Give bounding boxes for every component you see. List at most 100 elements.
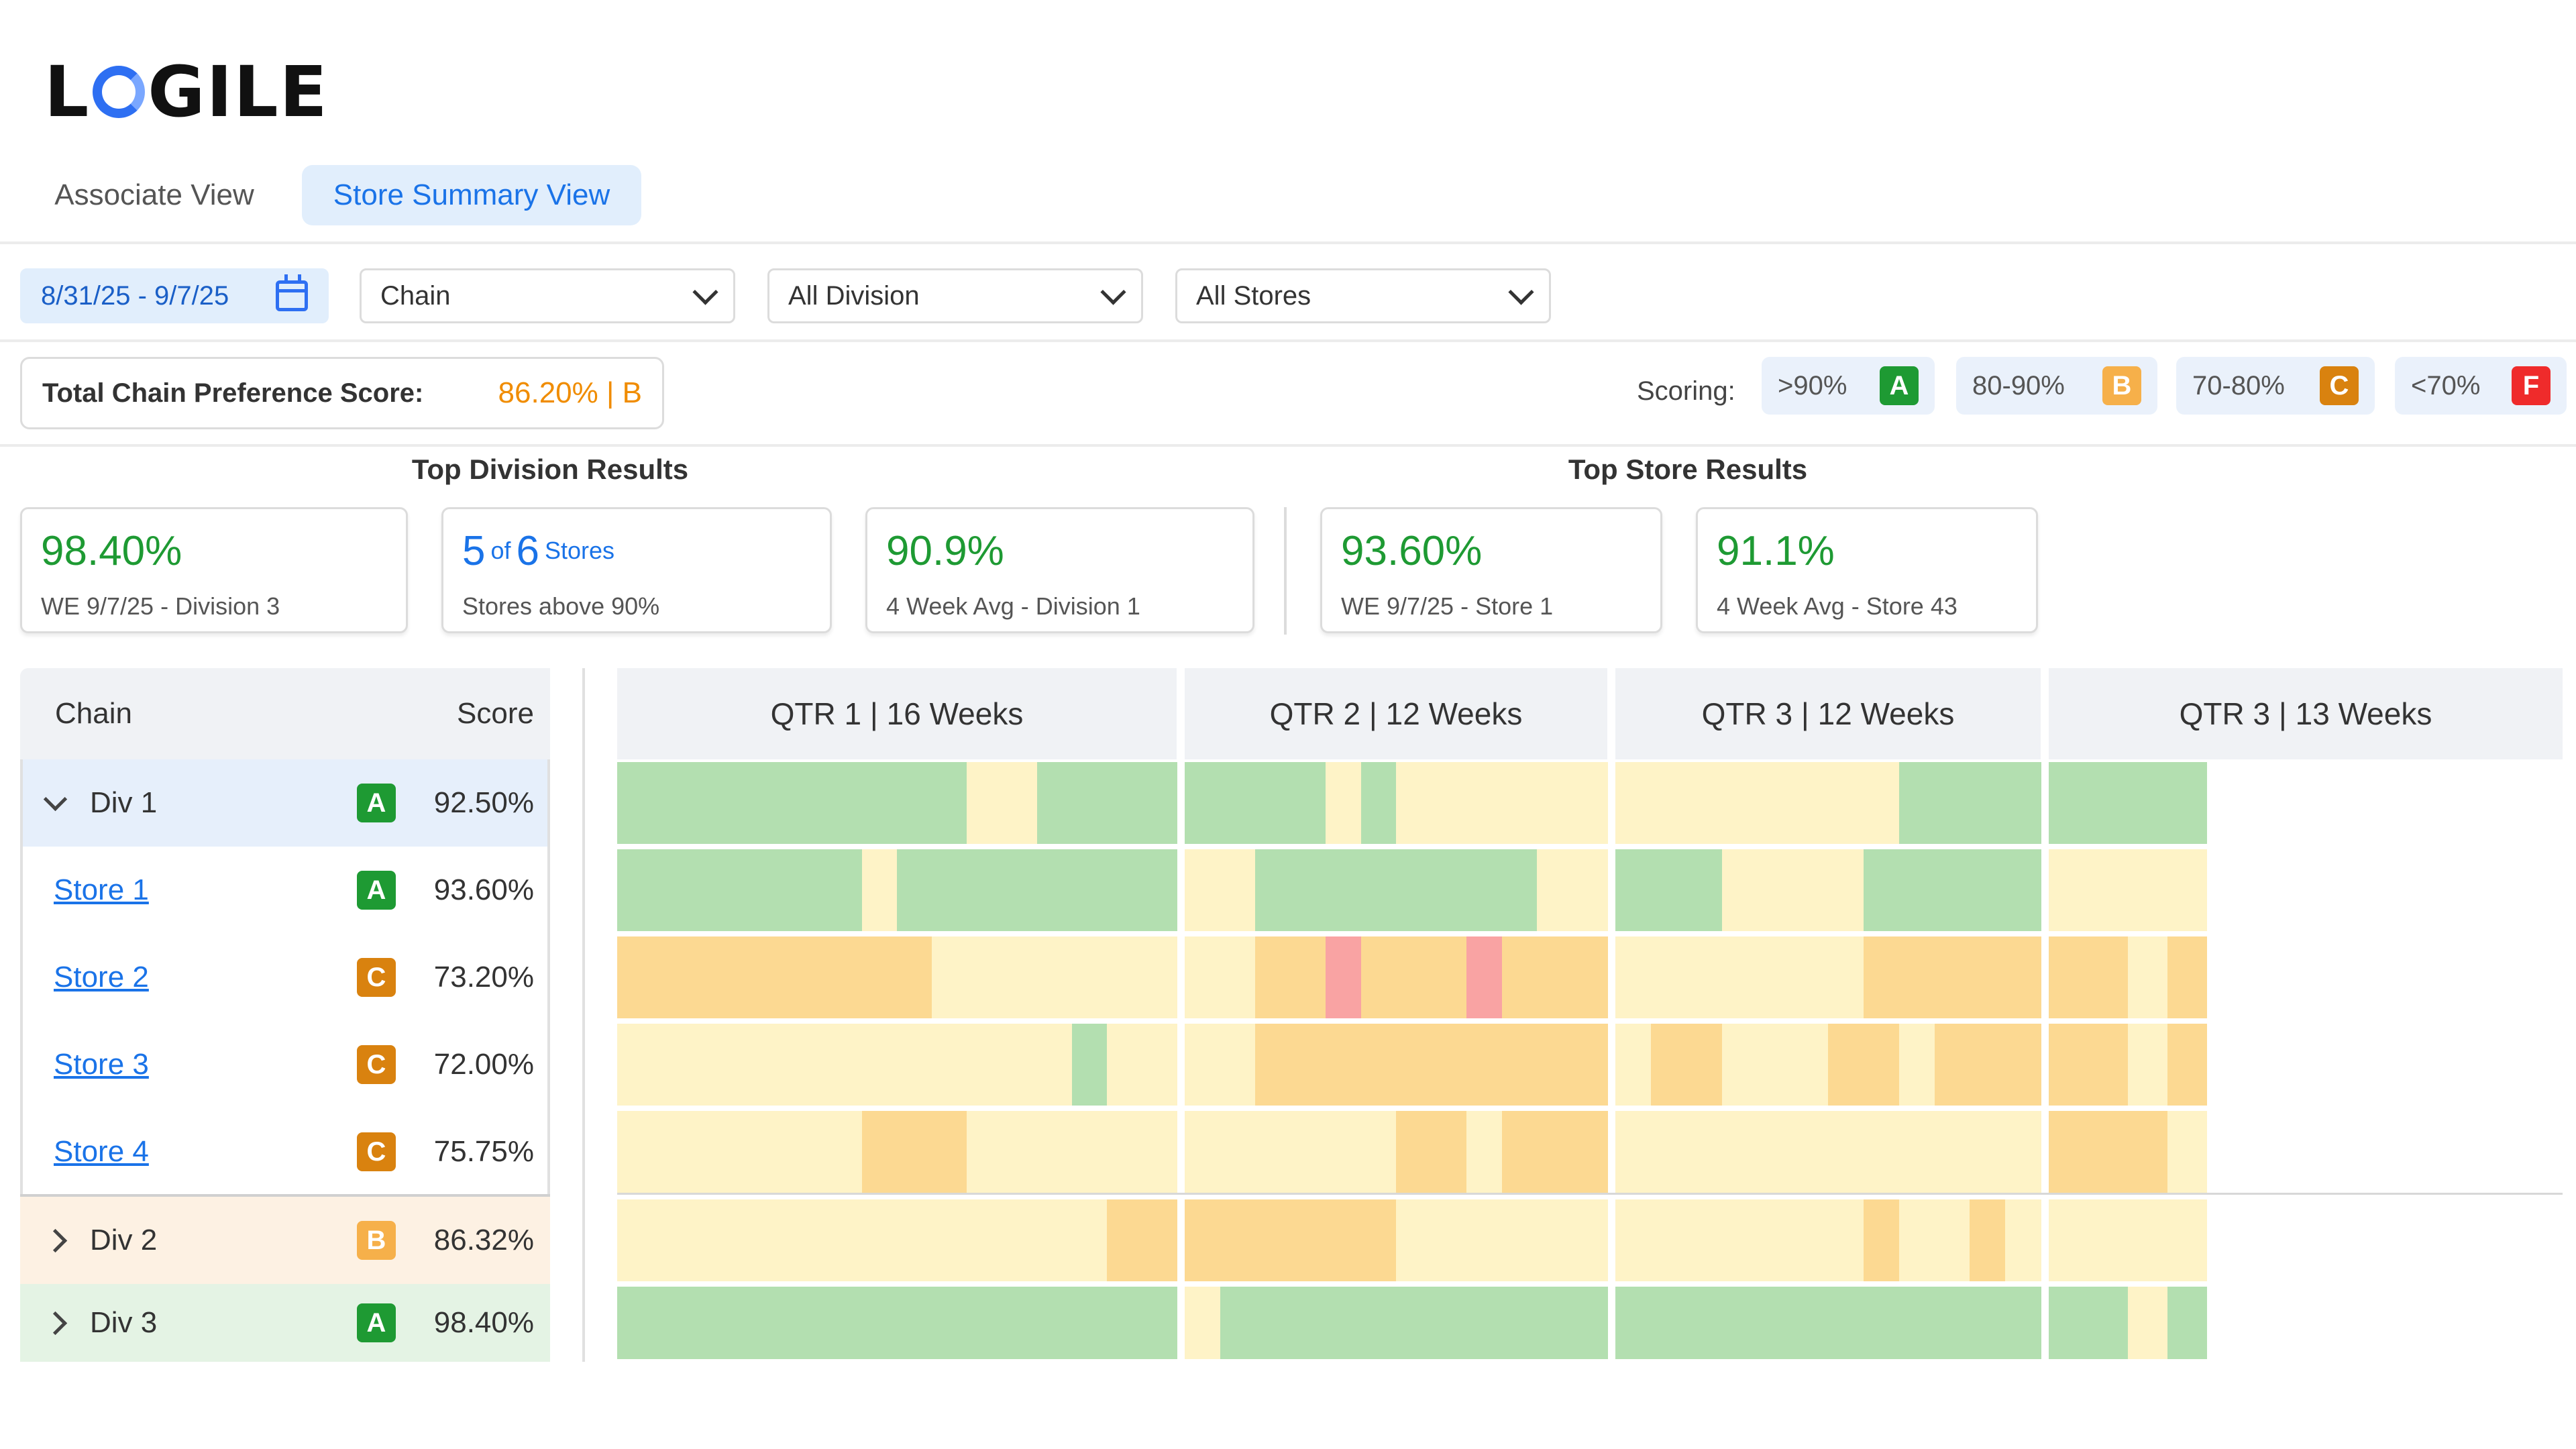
heatmap-cell: [1360, 762, 1397, 844]
heatmap-cell: [1501, 1287, 1538, 1359]
heatmap-cell: [1396, 762, 1432, 844]
chevron-right-icon[interactable]: [43, 1228, 68, 1252]
table-row-div-2[interactable]: Div 2 B 86.32%: [20, 1197, 550, 1284]
heatmap-cell: [722, 849, 758, 931]
heatmap-cell: [1686, 1287, 1723, 1359]
heatmap-cell: [1431, 1111, 1467, 1193]
heatmap-cell: [861, 1111, 898, 1193]
kpi-subtitle: 4 Week Avg - Division 1: [886, 592, 1140, 620]
heatmap-cell: [1431, 1024, 1467, 1106]
heatmap-cell: [2127, 1024, 2168, 1106]
legend-chip-a: >90% A: [1762, 357, 1935, 415]
store-link[interactable]: Store 1: [54, 873, 149, 906]
row-score: 93.60%: [433, 873, 534, 906]
heatmap-cell: [2167, 936, 2208, 1018]
store-link[interactable]: Store 3: [54, 1048, 149, 1081]
heatmap-cell: [1615, 1199, 1652, 1281]
heatmap-cell: [967, 1024, 1002, 1106]
level-select[interactable]: Chain: [360, 268, 735, 323]
heatmap-cell: [2049, 762, 2089, 844]
heatmap-cell: [2088, 1287, 2129, 1359]
heatmap-cell: [1255, 1199, 1291, 1281]
heatmap-cell: [792, 1024, 828, 1106]
column-header-score: Score: [457, 697, 534, 730]
heatmap-cell: [1326, 1199, 1362, 1281]
heatmap-cell: [757, 1287, 793, 1359]
heatmap-cell: [757, 849, 793, 931]
heatmap-cell: [1466, 849, 1503, 931]
heatmap-cell: [617, 762, 653, 844]
heatmap-cell: [861, 1287, 898, 1359]
kpi-value: 90.9%: [886, 527, 1004, 574]
heatmap-cell: [792, 1199, 828, 1281]
stores-select-value: All Stores: [1196, 280, 1311, 311]
heatmap-cell: [1255, 1111, 1291, 1193]
store-link[interactable]: Store 4: [54, 1135, 149, 1168]
heatmap-cell: [1220, 1024, 1256, 1106]
heatmap-cell: [687, 936, 722, 1018]
row-name: Div 2: [90, 1224, 158, 1256]
heatmap-cell: [1141, 762, 1177, 844]
row-score: 92.50%: [433, 786, 534, 819]
grade-badge: A: [357, 1303, 396, 1342]
heatmap-cell: [722, 936, 758, 1018]
heatmap-cell: [1220, 849, 1256, 931]
heatmap-cell: [1757, 1111, 1793, 1193]
store-link[interactable]: Store 2: [54, 961, 149, 994]
heatmap-cell: [932, 1287, 967, 1359]
table-row-div-3[interactable]: Div 3 A 98.40%: [20, 1284, 550, 1362]
heatmap-cell: [2005, 762, 2041, 844]
heatmap-cell: [1071, 849, 1108, 931]
heatmap-cell: [2005, 1287, 2041, 1359]
legend-range: <70%: [2411, 370, 2481, 400]
heatmap-cell: [652, 1024, 688, 1106]
grade-badge: C: [2320, 366, 2359, 405]
heatmap-cell: [1141, 1287, 1177, 1359]
heatmap-cell: [652, 1287, 688, 1359]
heatmap-cell: [1141, 1024, 1177, 1106]
heatmap-cell: [1686, 762, 1723, 844]
heatmap-cell: [2005, 936, 2041, 1018]
division-select[interactable]: All Division: [767, 268, 1143, 323]
heatmap-cell: [1002, 1287, 1038, 1359]
kpi-value: 93.60%: [1341, 527, 1483, 574]
heatmap-cell: [1036, 936, 1073, 1018]
heatmap-cell: [1650, 849, 1687, 931]
heatmap-cell: [826, 762, 863, 844]
stores-select[interactable]: All Stores: [1175, 268, 1551, 323]
date-range-picker[interactable]: 8/31/25 - 9/7/25: [20, 268, 329, 323]
heatmap-cell: [1721, 1111, 1758, 1193]
heatmap-cell: [1501, 762, 1538, 844]
store-group-border: [20, 759, 23, 1195]
heatmap-cell: [722, 1199, 758, 1281]
heatmap-cell: [1686, 849, 1723, 931]
chevron-right-icon[interactable]: [43, 1311, 68, 1335]
heatmap-cell: [687, 849, 722, 931]
heatmap-cell: [1863, 1199, 1900, 1281]
heatmap-cell: [1220, 936, 1256, 1018]
heatmap-cell: [1071, 1024, 1108, 1106]
legend-range: 70-80%: [2192, 370, 2285, 400]
heatmap-cell: [826, 1024, 863, 1106]
logo-text-right: GILE: [148, 51, 329, 133]
heatmap-cell: [1185, 1111, 1221, 1193]
heatmap-cell: [1650, 1111, 1687, 1193]
stores-total-count: 6: [516, 527, 539, 574]
table-row-div-1[interactable]: Div 1 A 92.50%: [20, 759, 550, 847]
heatmap-cell: [1650, 1199, 1687, 1281]
heatmap-cell: [1396, 936, 1432, 1018]
tab-store-summary-view[interactable]: Store Summary View: [302, 165, 641, 225]
heatmap-cell: [1537, 1111, 1573, 1193]
panel-divider: [582, 668, 585, 1362]
heatmap-cell: [1185, 1199, 1221, 1281]
heatmap-cell: [1466, 1287, 1503, 1359]
chevron-down-icon[interactable]: [43, 787, 68, 811]
heatmap-cell: [932, 762, 967, 844]
heatmap-cell: [1360, 1111, 1397, 1193]
heatmap-cell: [2127, 1111, 2168, 1193]
heatmap-cell: [2127, 1199, 2168, 1281]
tab-associate-view[interactable]: Associate View: [54, 178, 254, 211]
heatmap-cell: [2167, 762, 2208, 844]
quarter-header-1: QTR 1 | 16 Weeks: [617, 668, 1177, 759]
heatmap-cell: [1537, 1287, 1573, 1359]
